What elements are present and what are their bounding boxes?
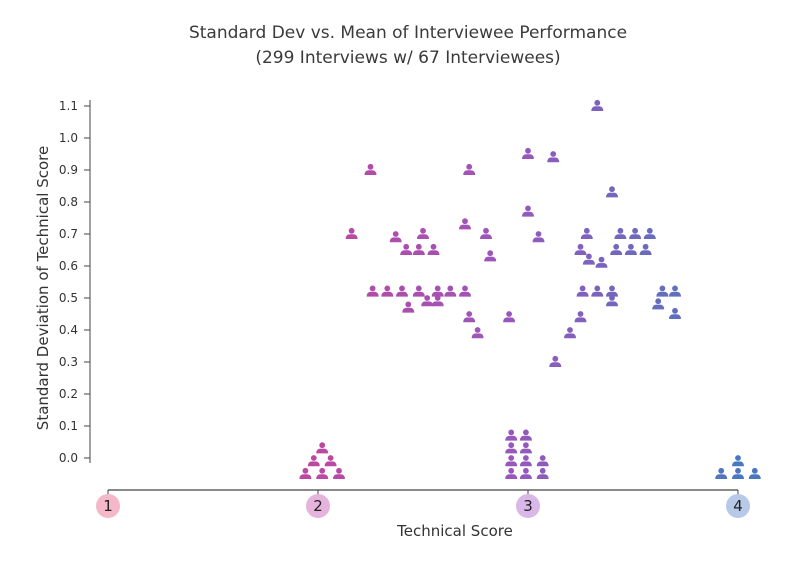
y-tick-label: 0.8 [59, 195, 78, 209]
person-icon [316, 467, 329, 479]
person-icon [505, 467, 518, 479]
person-icon [732, 467, 744, 479]
person-icon [614, 227, 627, 239]
person-icon [307, 455, 320, 467]
person-icon [536, 455, 549, 467]
chart-title: Standard Dev vs. Mean of Interviewee Per… [189, 23, 627, 43]
y-tick-label: 1.0 [59, 131, 78, 145]
person-icon [503, 311, 516, 323]
person-icon [381, 285, 394, 297]
person-icon [345, 227, 358, 239]
person-icon [471, 327, 484, 339]
person-icon [591, 285, 604, 297]
person-icon [519, 455, 532, 467]
person-icon [532, 231, 545, 243]
person-icon [748, 467, 761, 479]
person-icon [732, 455, 744, 467]
person-icon [606, 186, 618, 198]
person-icon [431, 295, 444, 307]
x-tick-label: 1 [103, 497, 113, 515]
person-icon [459, 285, 471, 297]
person-icon [606, 285, 618, 297]
person-icon [549, 355, 562, 367]
person-icon [299, 467, 312, 479]
person-icon [484, 250, 497, 262]
y-axis-ticks: 0.0 0.1 0.2 0.3 0.4 0.5 0.6 0.7 0.8 0.9 1.0 1.1 [59, 99, 90, 465]
person-icon [574, 311, 587, 323]
y-tick-label: 0.6 [59, 259, 78, 273]
person-icon [610, 243, 623, 255]
x-tick-badge [306, 494, 330, 518]
x-tick-label: 4 [733, 497, 743, 515]
person-icon [480, 227, 492, 239]
y-tick-label: 0.5 [59, 291, 78, 305]
x-tick-badge [96, 494, 120, 518]
person-icon [574, 243, 587, 255]
person-icon [400, 243, 413, 255]
y-tick-label: 0.7 [59, 227, 78, 241]
person-icon [582, 253, 595, 265]
x-tick-badge [516, 494, 540, 518]
person-icon [564, 327, 576, 339]
person-icon [396, 285, 408, 297]
person-icon [421, 295, 434, 307]
y-tick-label: 0.9 [59, 163, 78, 177]
person-icon [402, 301, 415, 313]
person-icon [656, 285, 669, 297]
person-icon [519, 467, 532, 479]
person-icon [591, 99, 604, 111]
x-tick-label: 2 [313, 497, 323, 515]
person-icon [595, 256, 608, 268]
y-axis-title: Standard Deviation of Technical Score [34, 146, 52, 430]
person-icon [324, 455, 337, 467]
person-icon [629, 227, 642, 239]
data-points [299, 99, 761, 479]
person-icon [364, 163, 377, 175]
person-icon [522, 147, 534, 159]
x-axis-title: Technical Score [396, 522, 513, 540]
x-axis-ticks: 1 2 3 4 [96, 490, 750, 518]
person-icon [580, 227, 593, 239]
person-icon [624, 243, 637, 255]
person-icon [715, 467, 728, 479]
person-icon [417, 227, 429, 239]
person-icon [547, 151, 560, 163]
person-icon [522, 205, 534, 217]
person-icon [639, 243, 652, 255]
person-icon [505, 455, 518, 467]
person-icon [536, 467, 549, 479]
person-icon [576, 285, 589, 297]
y-tick-label: 1.1 [59, 99, 78, 113]
y-tick-label: 0.3 [59, 355, 78, 369]
chart-subtitle: (299 Interviews w/ 67 Interviewees) [255, 48, 560, 68]
person-icon [463, 311, 476, 323]
person-icon [669, 307, 681, 319]
person-icon [669, 285, 681, 297]
y-tick-label: 0.2 [59, 387, 78, 401]
y-tick-label: 0.1 [59, 419, 78, 433]
x-tick-label: 3 [523, 497, 533, 515]
person-icon [412, 243, 425, 255]
person-icon [316, 442, 329, 454]
person-icon [459, 218, 471, 230]
person-icon [606, 295, 618, 307]
person-icon [389, 231, 402, 243]
person-icon [505, 429, 518, 441]
person-icon [652, 298, 665, 310]
person-icon [333, 467, 345, 479]
person-icon [519, 429, 532, 441]
person-icon [412, 285, 425, 297]
person-icon [444, 285, 457, 297]
person-icon [431, 285, 444, 297]
person-icon [463, 163, 476, 175]
y-tick-label: 0.0 [59, 451, 78, 465]
person-icon [366, 285, 379, 297]
x-tick-badge [726, 494, 750, 518]
person-icon [643, 227, 656, 239]
person-icon [519, 442, 532, 454]
person-icon [505, 442, 518, 454]
person-icon [427, 243, 440, 255]
y-tick-label: 0.4 [59, 323, 78, 337]
